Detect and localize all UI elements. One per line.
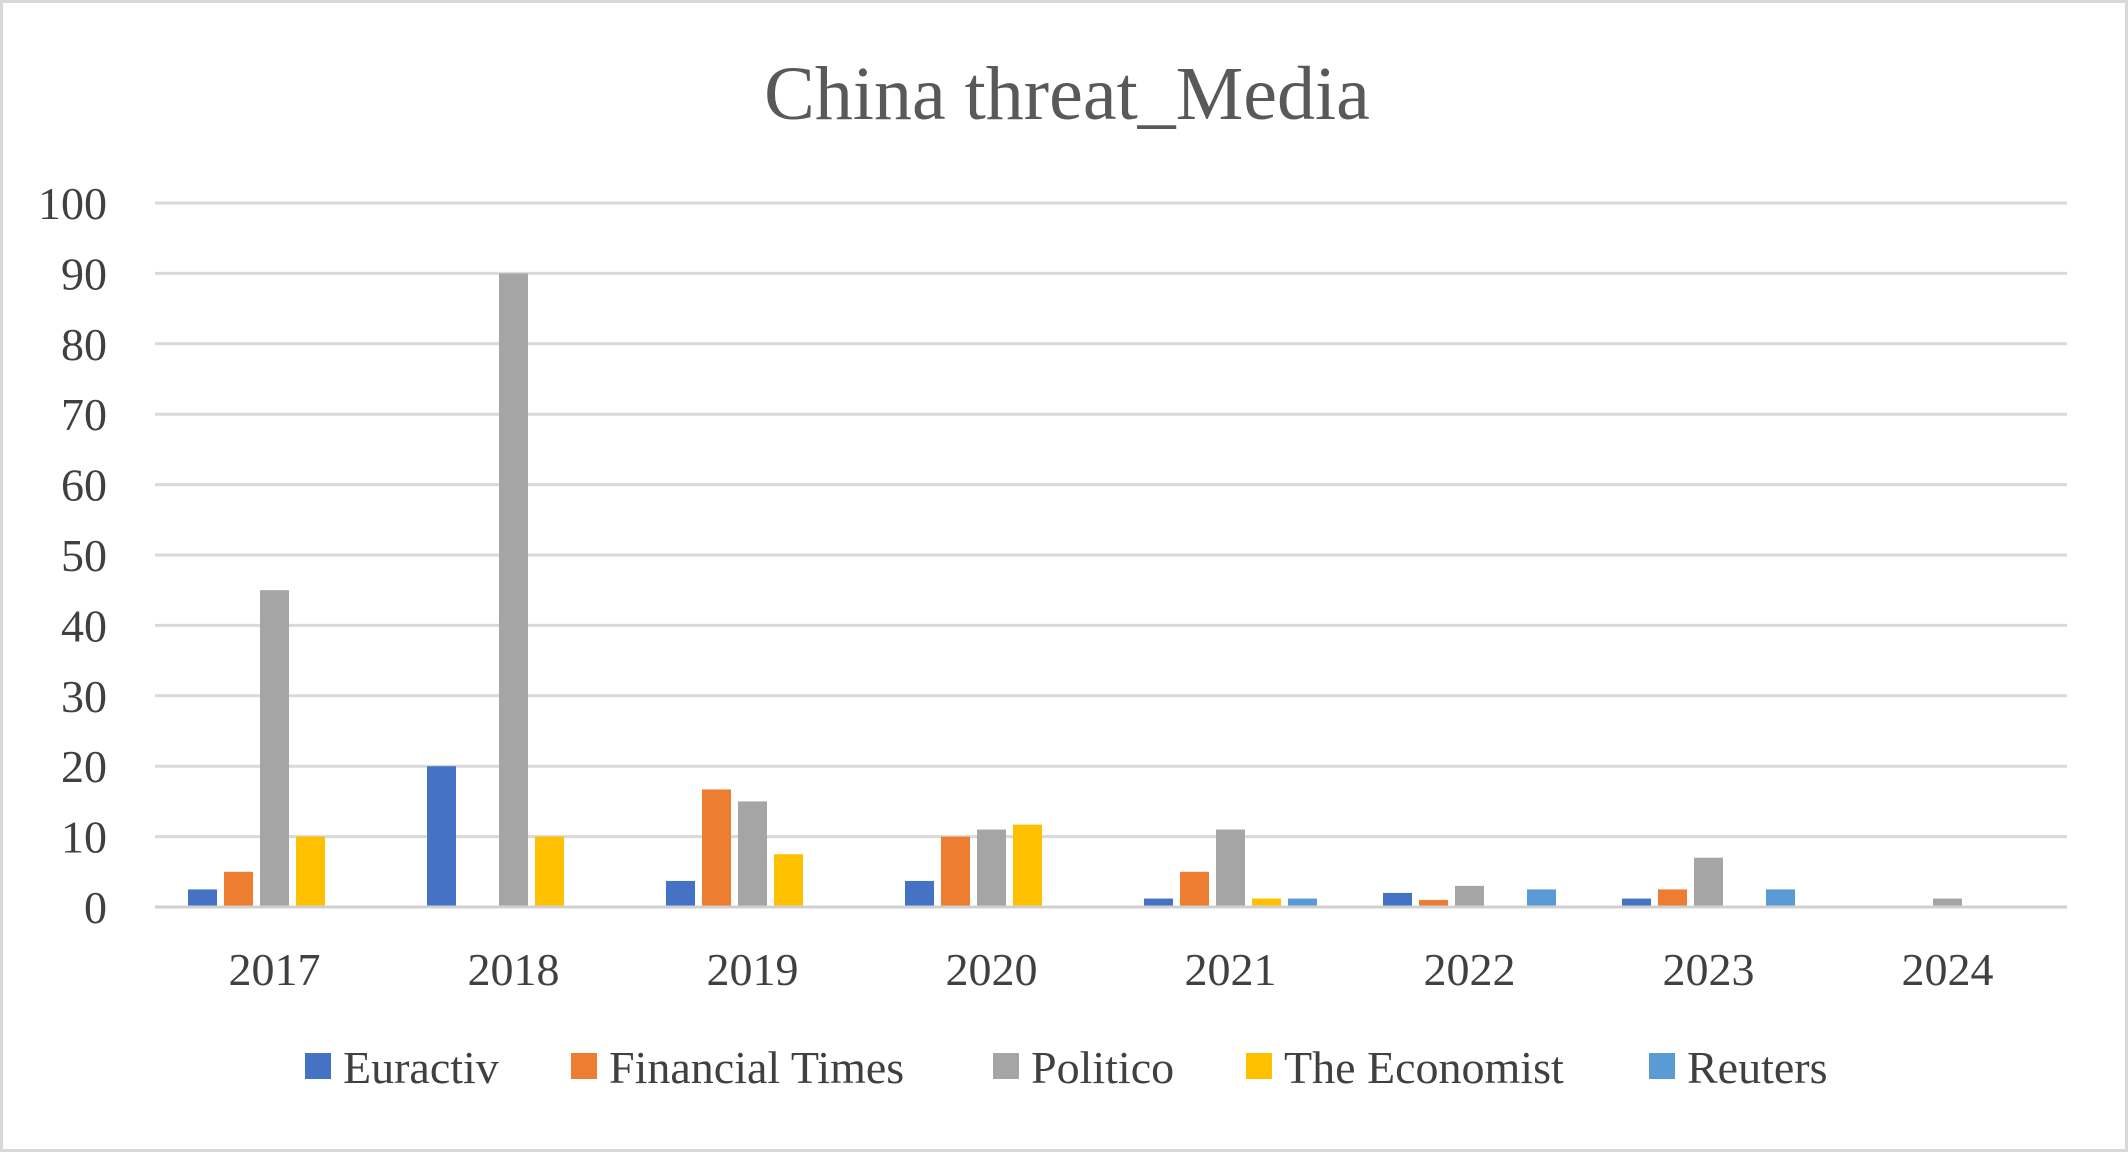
x-tick-label: 2023: [1663, 944, 1755, 995]
x-tick-label: 2019: [707, 944, 799, 995]
legend-label: Euractiv: [343, 1042, 499, 1093]
bar-the-economist-2018: [535, 836, 564, 907]
y-tick-label: 40: [61, 600, 107, 651]
bar-financial-times-2017: [224, 871, 253, 907]
legend-swatch: [993, 1053, 1019, 1079]
bar-politico-2018: [499, 273, 528, 907]
legend-item-financial-times: Financial Times: [571, 1042, 904, 1093]
y-tick-label: 0: [84, 882, 107, 933]
x-tick-label: 2017: [229, 944, 321, 995]
legend-swatch: [305, 1053, 331, 1079]
bar-reuters-2022: [1527, 889, 1556, 907]
legend-label: The Economist: [1284, 1042, 1564, 1093]
bar-politico-2017: [260, 590, 289, 907]
bar-the-economist-2020: [1013, 824, 1042, 907]
y-tick-label: 50: [61, 530, 107, 581]
bars: [188, 273, 1962, 907]
legend-swatch: [1649, 1053, 1675, 1079]
y-tick-label: 100: [38, 178, 107, 229]
bar-euractiv-2022: [1383, 892, 1412, 907]
bar-financial-times-2021: [1180, 871, 1209, 907]
bar-the-economist-2019: [774, 854, 803, 907]
bar-reuters-2021: [1288, 898, 1317, 907]
bar-politico-2021: [1216, 829, 1245, 907]
legend-label: Reuters: [1687, 1042, 1828, 1093]
x-tick-label: 2020: [946, 944, 1038, 995]
y-tick-label: 70: [61, 389, 107, 440]
y-axis-tick-labels: 0 10 20 30 40 50 60 70 80 90 100: [38, 178, 107, 933]
bar-politico-2019: [738, 801, 767, 907]
legend-item-the-economist: The Economist: [1246, 1042, 1564, 1093]
bar-financial-times-2020: [941, 836, 970, 907]
x-tick-label: 2022: [1424, 944, 1516, 995]
legend-item-euractiv: Euractiv: [305, 1042, 499, 1093]
bar-financial-times-2022: [1419, 899, 1448, 907]
y-tick-label: 20: [61, 741, 107, 792]
bar-financial-times-2019: [702, 789, 731, 907]
legend-swatch: [571, 1053, 597, 1079]
x-tick-label: 2018: [468, 944, 560, 995]
x-axis-tick-labels: 2017 2018 2019 2020 2021 2022 2023 2024: [229, 944, 1994, 995]
bar-euractiv-2017: [188, 889, 217, 907]
legend: Euractiv Financial Times Politico The Econo…: [305, 1042, 1828, 1093]
bar-euractiv-2023: [1622, 898, 1651, 907]
chart-title: China threat_Media: [764, 52, 1370, 136]
legend-item-politico: Politico: [993, 1042, 1174, 1093]
y-tick-label: 60: [61, 460, 107, 511]
bar-the-economist-2017: [296, 836, 325, 907]
bar-euractiv-2018: [427, 766, 456, 907]
bar-the-economist-2021: [1252, 898, 1281, 907]
y-tick-label: 10: [61, 812, 107, 863]
gridlines: [155, 201, 2067, 839]
bar-financial-times-2023: [1658, 889, 1687, 907]
bar-euractiv-2019: [666, 880, 695, 907]
y-tick-label: 80: [61, 319, 107, 370]
x-tick-label: 2024: [1902, 944, 1994, 995]
bar-politico-2022: [1455, 885, 1484, 907]
bar-reuters-2023: [1766, 889, 1795, 907]
bar-euractiv-2020: [905, 880, 934, 907]
legend-swatch: [1246, 1053, 1272, 1079]
bar-politico-2020: [977, 829, 1006, 907]
legend-item-reuters: Reuters: [1649, 1042, 1828, 1093]
bar-chart: China threat_Media 0 10 20 30 40 50 60 70 80 90 10…: [38, 52, 2067, 1093]
legend-label: Financial Times: [609, 1042, 904, 1093]
bar-politico-2024: [1933, 898, 1962, 907]
legend-label: Politico: [1031, 1042, 1174, 1093]
y-tick-label: 30: [61, 671, 107, 722]
x-tick-label: 2021: [1185, 944, 1277, 995]
bar-politico-2023: [1694, 857, 1723, 907]
bar-euractiv-2021: [1144, 898, 1173, 907]
y-tick-label: 90: [61, 248, 107, 299]
